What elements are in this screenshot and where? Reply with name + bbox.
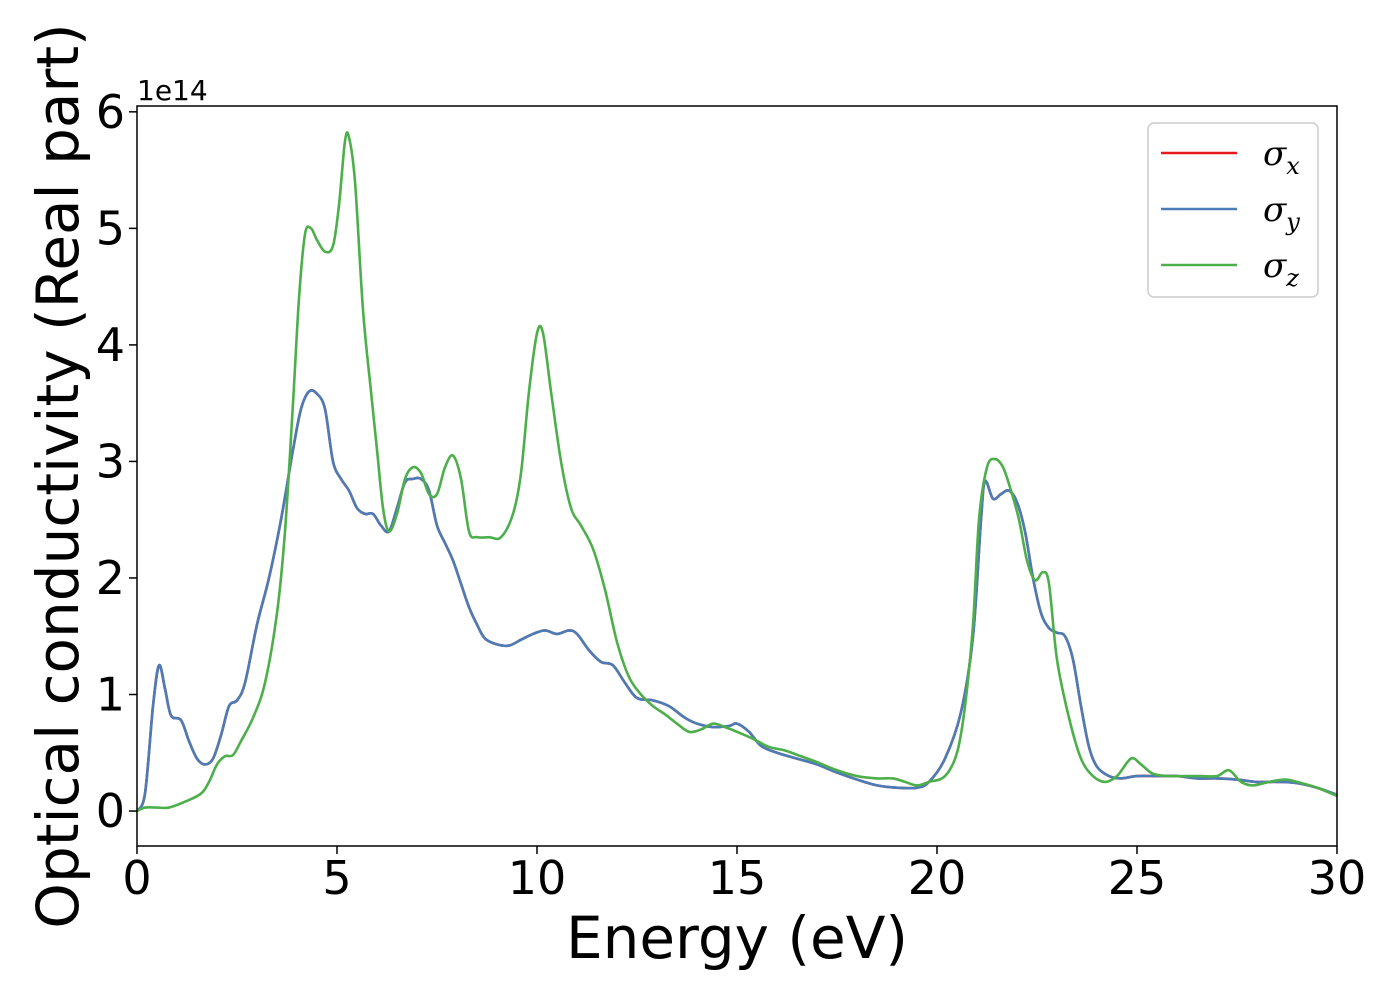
x-tick-label: 30 [1308, 851, 1367, 905]
series-line-z [137, 131, 1337, 813]
series-layer [137, 131, 1337, 813]
y-tick-label: 0 [96, 784, 125, 838]
x-tick-label: 10 [508, 851, 567, 905]
x-axis-label: Energy (eV) [566, 904, 908, 972]
y-tick-label: 4 [96, 318, 125, 372]
y-offset-label: 1e14 [137, 74, 208, 107]
y-tick-label: 5 [96, 201, 125, 255]
x-tick-label: 5 [322, 851, 351, 905]
x-tick-label: 15 [708, 851, 767, 905]
y-axis-label: Optical conductivity (Real part) [24, 23, 92, 928]
y-tick-label: 3 [96, 434, 125, 488]
x-axis: 0 5 10 15 20 25 30 [122, 846, 1366, 905]
y-tick-label: 1 [96, 668, 125, 722]
y-axis: 0 1 2 3 4 5 6 [96, 85, 137, 838]
y-tick-label: 6 [96, 85, 125, 139]
x-tick-label: 0 [122, 851, 151, 905]
x-tick-label: 25 [1108, 851, 1167, 905]
series-line-y [137, 389, 1337, 812]
series-line-x [137, 389, 1337, 812]
legend-label-z: σz [1263, 246, 1299, 292]
y-tick-label: 2 [96, 551, 125, 605]
x-tick-label: 20 [908, 851, 967, 905]
